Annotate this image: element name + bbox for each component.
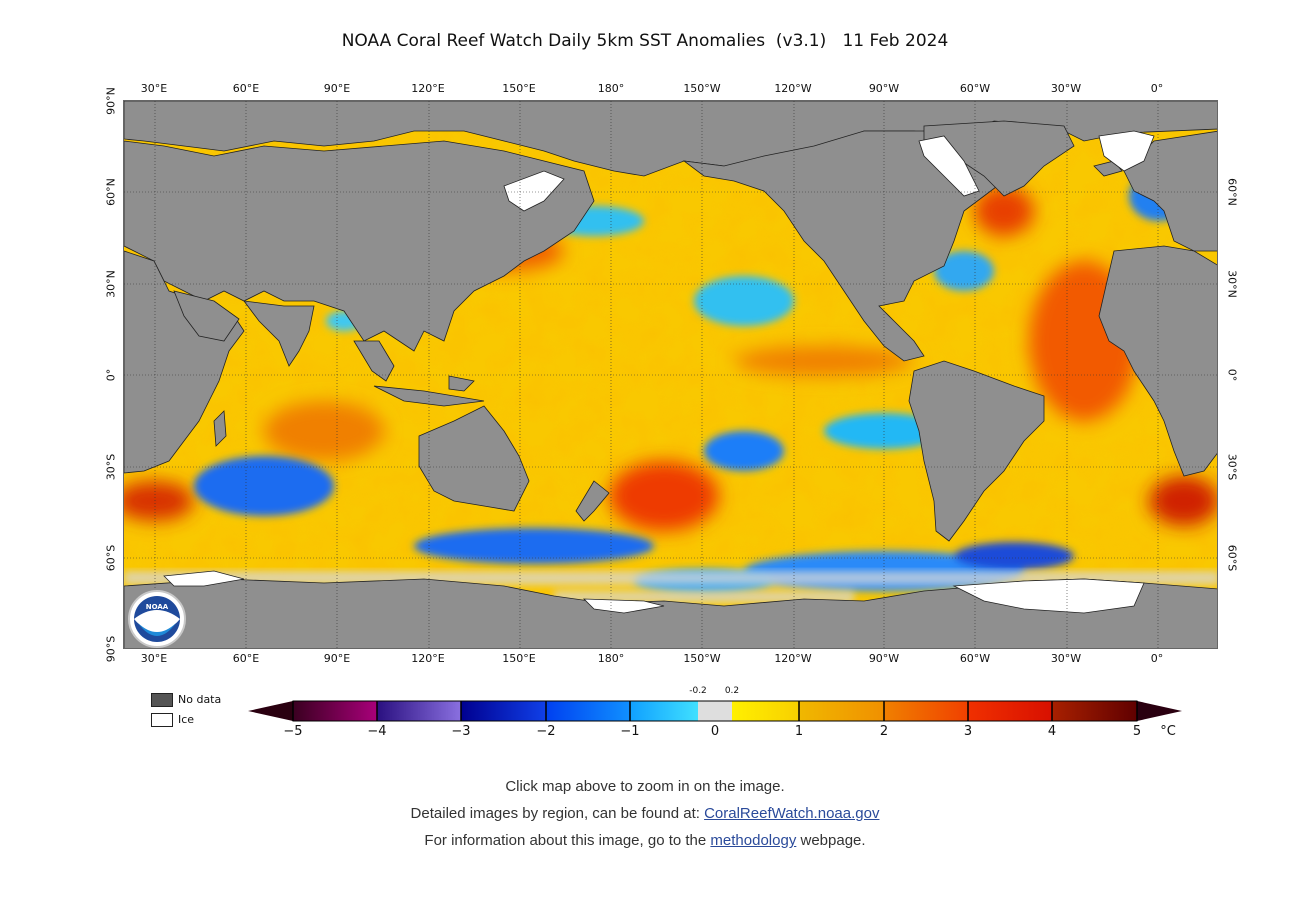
lon-label-bottom: 60°E: [232, 652, 260, 665]
footer-line-2: Detailed images by region, can be found …: [0, 805, 1290, 822]
lon-label-top: 60°E: [232, 82, 260, 95]
chart-title: NOAA Coral Reef Watch Daily 5km SST Anom…: [341, 31, 949, 51]
lat-label-left: 0°: [104, 368, 118, 382]
colorbar-tick-label: 2: [879, 724, 889, 739]
colorbar-tick-label: 0: [710, 724, 720, 739]
colorbar: [248, 700, 1182, 722]
colorbar-tick-label: 5: [1132, 724, 1142, 739]
colorbar-tick-label: 3: [963, 724, 973, 739]
lon-label-top: 120°E: [411, 82, 445, 95]
lat-label-left: 30°N: [104, 270, 118, 298]
lat-label-left: 90°S: [104, 635, 118, 663]
lon-label-bottom: 120°E: [411, 652, 445, 665]
lon-label-top: 30°W: [1050, 82, 1082, 95]
ice-swatch: [151, 713, 173, 727]
colorbar-tick-label: −1: [620, 724, 640, 739]
sst-anomaly-map[interactable]: NOAA: [123, 100, 1218, 649]
colorbar-tick-label: −4: [367, 724, 387, 739]
lon-label-bottom: 30°W: [1050, 652, 1082, 665]
no-data-swatch: [151, 693, 173, 707]
lon-label-bottom: 150°E: [502, 652, 536, 665]
lat-label-left: 90°N: [104, 87, 118, 115]
lat-label-right: 0°: [1225, 368, 1239, 382]
sea-ice: [163, 130, 1155, 614]
footer-line-3-suffix: webpage.: [796, 832, 866, 849]
lon-label-bottom: 60°W: [959, 652, 991, 665]
lon-label-bottom: 30°E: [140, 652, 168, 665]
lon-label-bottom: 150°W: [683, 652, 721, 665]
colorbar-label-pos-0-2: 0.2: [724, 686, 740, 696]
ice-label: Ice: [178, 713, 195, 726]
lon-label-top: 180°: [597, 82, 625, 95]
lat-label-left: 60°N: [104, 178, 118, 206]
no-data-label: No data: [178, 693, 222, 706]
coralreefwatch-link[interactable]: CoralReefWatch.noaa.gov: [704, 805, 880, 822]
graticule: [124, 101, 1217, 648]
methodology-link[interactable]: methodology: [710, 832, 797, 849]
colorbar-tick-label: −2: [536, 724, 556, 739]
land-masses: [124, 101, 1217, 648]
noaa-logo-text: NOAA: [146, 603, 169, 611]
lat-label-right: 30°S: [1225, 453, 1239, 481]
colorbar-tick-label: 4: [1047, 724, 1057, 739]
lon-label-top: 30°E: [140, 82, 168, 95]
lon-label-top: 90°E: [323, 82, 351, 95]
lon-label-bottom: 120°W: [774, 652, 812, 665]
colorbar-tick-label: −3: [451, 724, 471, 739]
lon-label-top: 60°W: [959, 82, 991, 95]
lat-label-right: 30°N: [1225, 270, 1239, 298]
lon-label-bottom: 90°E: [323, 652, 351, 665]
footer-line-2-prefix: Detailed images by region, can be found …: [410, 805, 705, 822]
footer-line-1: Click map above to zoom in on the image.: [505, 778, 785, 795]
lon-label-top: 150°W: [683, 82, 721, 95]
colorbar-tick-label: −5: [283, 724, 303, 739]
lat-label-right: 60°N: [1225, 178, 1239, 206]
footer-line-3: For information about this image, go to …: [0, 832, 1290, 849]
footer-line-3-prefix: For information about this image, go to …: [424, 832, 711, 849]
colorbar-unit: °C: [1160, 724, 1176, 739]
colorbar-tick-label: 1: [794, 724, 804, 739]
colorbar-label-neg-0-2: -0.2: [689, 686, 707, 696]
noaa-logo: NOAA: [128, 590, 186, 648]
lon-label-top: 120°W: [774, 82, 812, 95]
lat-label-right: 60°S: [1225, 544, 1239, 572]
lon-label-top: 150°E: [502, 82, 536, 95]
lat-label-left: 30°S: [104, 453, 118, 481]
lon-label-top: 90°W: [868, 82, 900, 95]
map-image[interactable]: NOAA: [124, 101, 1218, 649]
lon-label-top: 0°: [1150, 82, 1164, 95]
lon-label-bottom: 90°W: [868, 652, 900, 665]
lat-label-left: 60°S: [104, 544, 118, 572]
lon-label-bottom: 0°: [1150, 652, 1164, 665]
lon-label-bottom: 180°: [597, 652, 625, 665]
